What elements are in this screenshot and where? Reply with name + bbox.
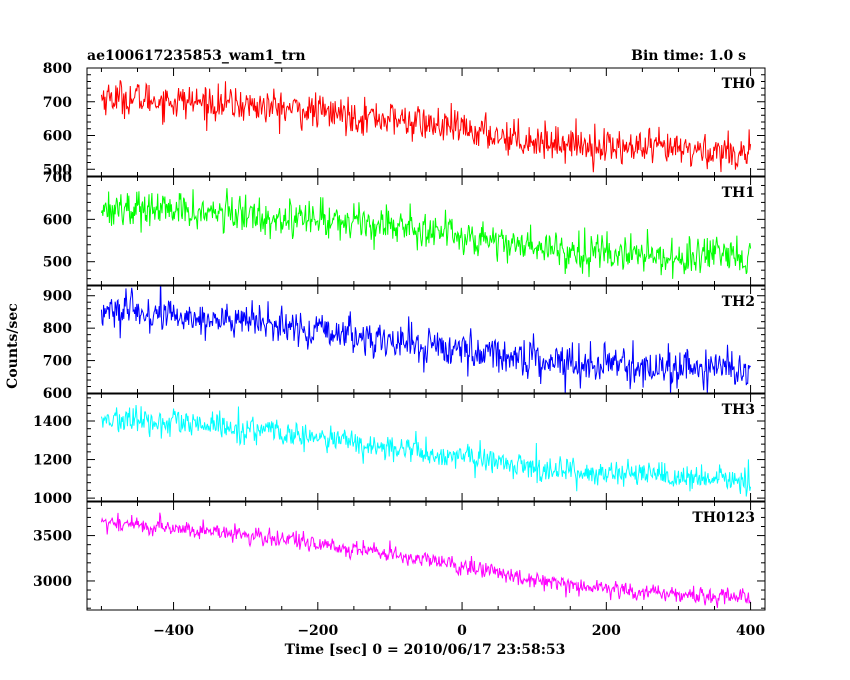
series-line-th2 (100, 286, 751, 393)
y-tick-label: 800 (43, 321, 72, 337)
x-axis-label: Time [sec] 0 = 2010/06/17 23:58:53 (285, 642, 566, 658)
panels-group: 500 600 700 800 TH0 500 600 700 TH1 600 700 800 900 T… (33, 61, 766, 611)
panel-th1: 500 600 700 TH1 (43, 170, 766, 286)
y-tick-label: 900 (43, 289, 72, 305)
y-tick-label: 800 (43, 61, 72, 77)
panel-th2: 600 700 800 900 TH2 (43, 285, 766, 402)
x-tick-label: 0 (457, 623, 467, 639)
panel-label-th0: TH0 (722, 76, 756, 92)
y-tick-label: 600 (43, 129, 72, 145)
panel-th3: 1000 1200 1400 TH3 (33, 393, 766, 507)
panel-label-th3: TH3 (722, 402, 755, 418)
bin-time-label: Bin time: 1.0 s (631, 48, 746, 64)
y-tick-label: 700 (43, 95, 72, 111)
y-tick-label: 500 (43, 255, 72, 271)
x-tick-labels: −400 −200 0 200 400 (153, 623, 765, 639)
y-tick-label: 1400 (33, 414, 72, 430)
y-tick-label: 1000 (33, 491, 72, 507)
x-tick-label: −200 (297, 623, 338, 639)
y-tick-label: 1200 (33, 453, 72, 469)
y-tick-label: 600 (43, 386, 72, 402)
y-tick-label: 700 (43, 170, 72, 186)
panel-th0: 500 600 700 800 TH0 (43, 61, 766, 178)
panel-label-th0123: TH0123 (692, 510, 755, 526)
panel-label-th1: TH1 (722, 185, 755, 201)
panel-label-th2: TH2 (722, 294, 755, 310)
chart-title: ae100617235853_wam1_trn (87, 48, 306, 64)
series-line-th1 (100, 188, 752, 279)
y-tick-label: 700 (43, 354, 72, 370)
series-line-th3 (100, 404, 752, 497)
y-tick-label: 3000 (33, 574, 72, 590)
y-tick-label: 3500 (33, 529, 72, 545)
x-tick-label: −400 (153, 623, 194, 639)
series-line-th0123 (100, 512, 752, 608)
y-tick-label: 500 (43, 162, 72, 178)
y-axis-label: Counts/sec (5, 303, 21, 389)
x-tick-label: 400 (736, 623, 765, 639)
panel-th0123: 3000 3500 TH0123 (33, 501, 766, 611)
y-tick-label: 600 (43, 212, 72, 228)
x-tick-label: 200 (592, 623, 621, 639)
series-line-th0 (100, 80, 752, 173)
